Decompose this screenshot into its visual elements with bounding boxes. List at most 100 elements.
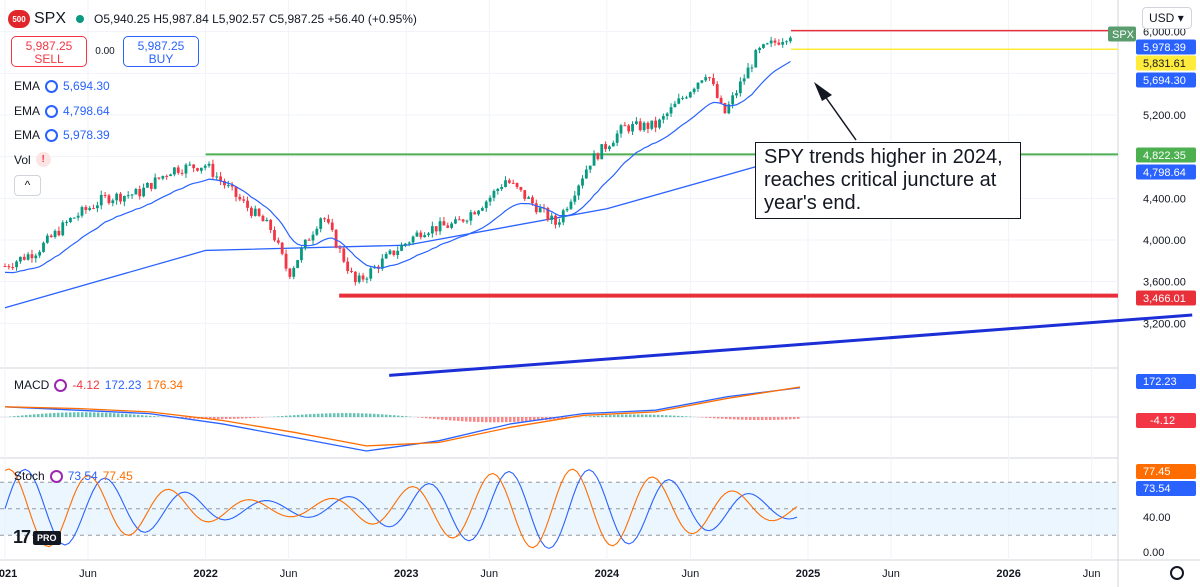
- price-axis-label: 3,200.00: [1143, 318, 1186, 330]
- macd-histogram-bar: [741, 417, 744, 420]
- macd-histogram-bar: [429, 417, 432, 419]
- price-tag: [1136, 290, 1196, 306]
- time-axis-label: Jun: [280, 568, 298, 580]
- candle-body: [754, 50, 758, 68]
- ema-settings-icon[interactable]: [45, 104, 59, 118]
- candle-body: [253, 208, 257, 216]
- candle-body: [88, 208, 92, 210]
- macd-histogram-bar: [777, 417, 780, 420]
- candle-body: [773, 40, 777, 43]
- buy-label: BUY: [148, 52, 174, 66]
- tradingview-logo[interactable]: 17 PRO: [13, 527, 80, 547]
- macd-histogram-bar: [449, 417, 452, 421]
- price-pane: [3, 29, 1193, 377]
- stoch-label: Stoch: [14, 469, 45, 483]
- candle-body: [592, 153, 596, 166]
- candle-body: [712, 78, 715, 85]
- ema-settings-icon[interactable]: [45, 128, 59, 142]
- candle-body: [45, 235, 49, 243]
- candle-body: [615, 133, 619, 143]
- candle-body: [538, 207, 542, 213]
- candle-body: [427, 233, 430, 236]
- buy-button[interactable]: 5,987.25 BUY: [123, 36, 199, 67]
- gear-icon[interactable]: [1170, 566, 1184, 580]
- macd-histogram-bar: [389, 414, 392, 417]
- macd-histogram-bar: [149, 415, 152, 417]
- candle-body: [215, 176, 219, 178]
- symbol-header: 500 SPX O5,940.25 H5,987.84 L5,902.57 C5…: [8, 9, 417, 29]
- candle-body: [384, 254, 388, 259]
- candle-body: [392, 250, 396, 255]
- warning-icon[interactable]: !: [35, 152, 51, 167]
- candle-body: [61, 222, 65, 236]
- collapse-legend-button[interactable]: ^: [14, 175, 41, 196]
- annotation-callout[interactable]: SPY trends higher in 2024, reaches criti…: [755, 142, 1021, 219]
- macd-histogram-bar: [617, 414, 620, 417]
- candle-body: [388, 250, 392, 255]
- vol-label: Vol: [14, 152, 31, 167]
- candle-body: [558, 222, 561, 225]
- legend-macd[interactable]: MACD -4.12 172.23 176.34: [14, 378, 183, 392]
- symbol-name[interactable]: SPX: [34, 10, 67, 27]
- price-tag-label: SPX: [1112, 29, 1135, 41]
- macd-histogram-bar: [421, 417, 424, 418]
- candle-body: [596, 153, 600, 160]
- candle-body: [411, 236, 415, 243]
- candle-body: [11, 267, 15, 269]
- macd-histogram-bar: [257, 417, 260, 418]
- macd-histogram-bar: [157, 416, 160, 417]
- macd-settings-icon[interactable]: [54, 378, 68, 392]
- candle-body: [242, 199, 246, 201]
- candle-body: [34, 255, 38, 259]
- candle-body: [646, 122, 650, 129]
- candle-body: [211, 163, 215, 177]
- legend-ema-3[interactable]: EMA 5,978.39: [14, 128, 110, 142]
- price-axis[interactable]: 6,000.00 5,200.00 4,400.00 4,000.00 3,600.00…: [1108, 26, 1196, 560]
- candle-body: [219, 176, 222, 181]
- legend-ema-2[interactable]: EMA 4,798.64: [14, 104, 110, 118]
- macd-histogram-bar: [789, 417, 792, 420]
- legend-stoch[interactable]: Stoch 73.54 77.45: [14, 469, 133, 483]
- candle-body: [735, 93, 738, 96]
- macd-histogram-bar: [485, 417, 488, 423]
- time-axis-label: Jun: [79, 568, 97, 580]
- macd-histogram-bar: [513, 417, 516, 422]
- macd-histogram-bar: [37, 414, 40, 417]
- candle-body: [261, 215, 265, 222]
- price-tag: [1136, 164, 1196, 180]
- candle-body: [665, 113, 669, 117]
- candle-body: [250, 207, 253, 216]
- time-axis[interactable]: 2021 Jun 2022 Jun 2023 Jun 2024 Jun 2025 Jun 2026 J…: [0, 568, 1100, 580]
- macd-histogram-bar: [493, 417, 496, 423]
- candle-body: [581, 178, 584, 186]
- candle-body: [650, 120, 654, 129]
- candle-body: [111, 200, 115, 204]
- macd-histogram-bar: [85, 412, 88, 417]
- macd-histogram-bar: [733, 417, 736, 420]
- ema-settings-icon[interactable]: [45, 79, 59, 93]
- stoch-tag-label: 73.54: [1143, 483, 1171, 495]
- macd-histogram-bar: [297, 414, 300, 417]
- macd-histogram-bar: [333, 413, 336, 417]
- macd-histogram-bar: [109, 413, 112, 417]
- candle-body: [588, 165, 592, 170]
- currency-selector[interactable]: USD ▾: [1142, 7, 1192, 29]
- sell-button[interactable]: 5,987.25 SELL: [11, 36, 87, 67]
- candle-body: [765, 43, 769, 45]
- macd-histogram-bar: [425, 417, 428, 419]
- candle-body: [169, 174, 172, 177]
- time-axis-label: 2023: [394, 568, 418, 580]
- candle-body: [176, 167, 180, 173]
- legend-volume[interactable]: Vol !: [14, 152, 51, 167]
- macd-histogram-bar: [21, 415, 24, 417]
- candle-body: [708, 77, 711, 79]
- candle-body: [130, 194, 134, 196]
- candle-body: [515, 183, 519, 188]
- macd-histogram-bar: [337, 413, 340, 417]
- legend-ema-1[interactable]: EMA 5,694.30: [14, 79, 110, 93]
- price-tag: [1136, 39, 1196, 55]
- time-axis-label: 2024: [595, 568, 620, 580]
- candle-body: [577, 185, 581, 196]
- stoch-settings-icon[interactable]: [49, 469, 63, 483]
